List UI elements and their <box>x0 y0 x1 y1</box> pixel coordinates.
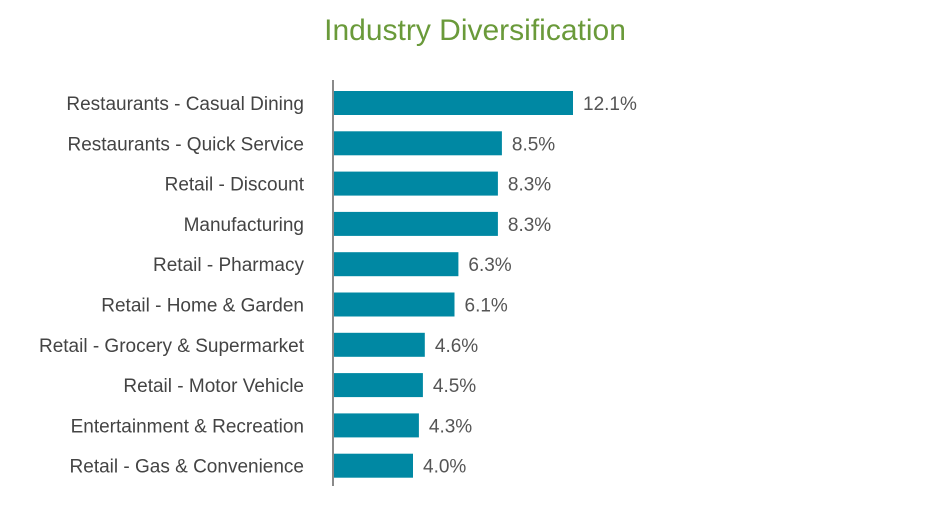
bar <box>334 91 573 115</box>
category-label: Retail - Grocery & Supermarket <box>39 336 305 357</box>
bars-group: Restaurants - Casual Dining 12.1% Restaura… <box>39 91 637 478</box>
value-label: 8.3% <box>508 175 551 196</box>
value-label: 8.5% <box>512 134 555 155</box>
bar <box>334 252 459 277</box>
value-label: 4.3% <box>429 416 472 437</box>
value-label: 8.3% <box>508 215 551 236</box>
category-label: Retail - Discount <box>165 175 305 196</box>
category-label: Restaurants - Quick Service <box>67 134 304 155</box>
chart-title: Industry Diversification <box>324 14 626 47</box>
bar <box>334 413 419 438</box>
bar <box>334 332 425 357</box>
category-label: Retail - Pharmacy <box>153 255 304 276</box>
category-label: Retail - Motor Vehicle <box>123 376 304 397</box>
value-label: 6.1% <box>465 296 508 317</box>
category-label: Retail - Gas & Convenience <box>70 457 304 478</box>
bar <box>334 453 413 478</box>
bar <box>334 171 498 196</box>
value-label: 4.5% <box>433 376 476 397</box>
bar <box>334 292 455 317</box>
value-label: 4.0% <box>423 457 466 478</box>
bar <box>334 373 423 398</box>
category-label: Entertainment & Recreation <box>71 416 304 437</box>
category-label: Restaurants - Casual Dining <box>66 94 304 115</box>
bar <box>334 131 502 156</box>
bar <box>334 211 498 236</box>
value-label: 12.1% <box>583 94 637 115</box>
value-label: 6.3% <box>468 255 511 276</box>
value-label: 4.6% <box>435 336 478 357</box>
category-label: Manufacturing <box>184 215 304 236</box>
category-label: Retail - Home & Garden <box>101 296 304 317</box>
